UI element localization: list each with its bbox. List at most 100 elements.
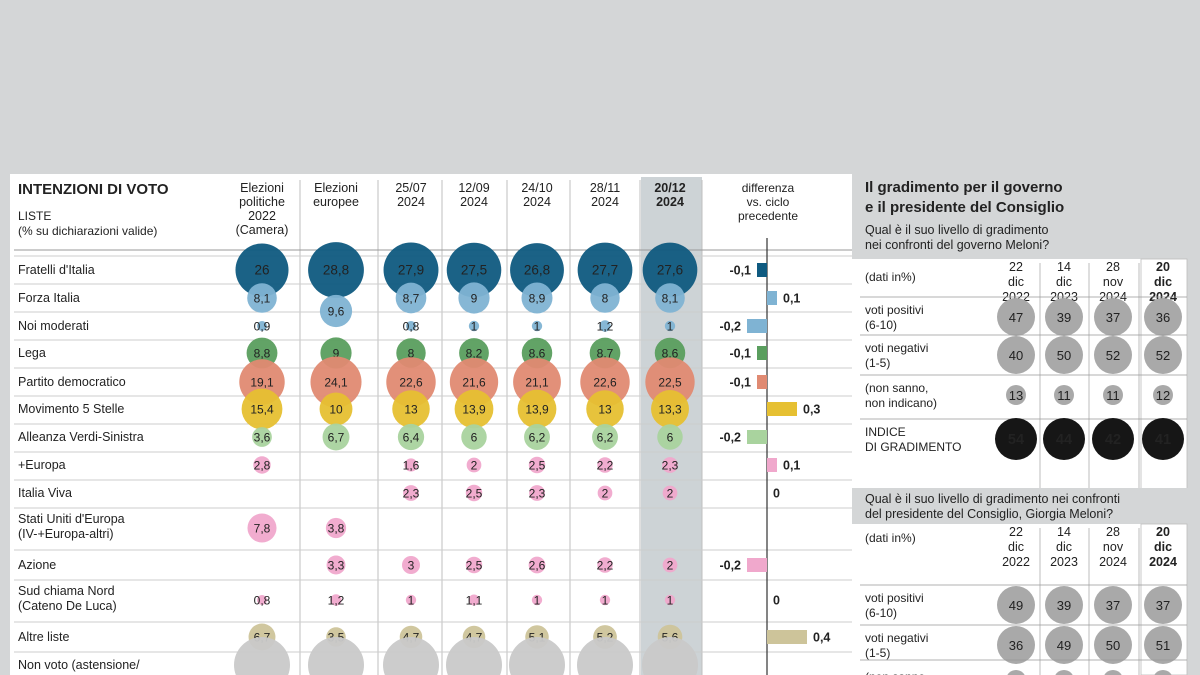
vote-value: 2,5: [466, 559, 483, 573]
vote-value: 0,9: [254, 320, 271, 334]
party-label: Sud chiama Nord: [18, 584, 115, 598]
row-label: voti positivi: [865, 303, 924, 317]
left-subtitle: (% su dichiarazioni valide): [18, 224, 157, 238]
vote-value: 3,6: [254, 431, 271, 445]
right-title: Il gradimento per il governo: [865, 179, 1063, 196]
panel-gap: [852, 488, 1200, 522]
vote-bubble: [599, 320, 611, 332]
diff-value: 0,4: [813, 631, 830, 645]
diff-value: -0,1: [729, 376, 751, 390]
vote-value: 13,9: [462, 403, 486, 417]
diff-value: -0,1: [729, 347, 751, 361]
vote-value: 22,6: [399, 376, 423, 390]
vote-bubble: [597, 457, 613, 473]
approval-value: 39: [1057, 310, 1071, 325]
vote-bubble: [528, 456, 546, 474]
vote-bubble: [454, 389, 494, 429]
vote-bubble: [308, 242, 364, 298]
vote-bubble: [577, 637, 633, 675]
diff-bar: [747, 430, 767, 444]
approval-bubble: [1092, 418, 1134, 460]
diff-value: 0,1: [783, 459, 800, 473]
diff-bar: [767, 291, 777, 305]
vote-bubble: [577, 242, 633, 298]
vote-bubble: [664, 320, 676, 332]
approval-bubble: [997, 626, 1035, 664]
diff-value: -0,2: [719, 559, 741, 573]
vote-value: 8: [408, 347, 415, 361]
column-header: 2024: [397, 195, 425, 209]
approval-bubble: [1094, 336, 1132, 374]
vote-bubble: [662, 457, 678, 473]
vote-bubble: [252, 427, 272, 447]
vote-bubble: [458, 282, 490, 314]
vote-bubble: [253, 456, 271, 474]
date-header: dic: [1008, 540, 1024, 554]
date-header: dic: [1154, 540, 1172, 554]
row-label: (6-10): [865, 606, 897, 620]
vote-value: 1: [471, 320, 478, 334]
party-label: (IV-+Europa-altri): [18, 527, 114, 541]
row-label: (6-10): [865, 318, 897, 332]
approval-bubble: [1144, 626, 1182, 664]
vote-bubble: [322, 423, 350, 451]
approval-value: 37: [1106, 598, 1120, 613]
diff-bar: [757, 346, 767, 360]
data-note: (dati in%): [865, 531, 916, 545]
approval-value: 39: [1057, 598, 1071, 613]
vote-bubble: [326, 555, 346, 575]
vote-value: 7,8: [254, 522, 271, 536]
diff-bar: [767, 630, 807, 644]
vote-bubble: [524, 424, 550, 450]
date-header: 14: [1057, 525, 1071, 539]
diff-bar: [767, 402, 797, 416]
vote-bubble: [642, 242, 698, 298]
date-header: dic: [1008, 275, 1024, 289]
question-text: del presidente del Consiglio, Giorgia Me…: [865, 507, 1113, 521]
vote-bubble: [517, 389, 557, 429]
vote-value: 22,5: [658, 376, 682, 390]
vote-bubble: [446, 242, 502, 298]
diff-bar: [757, 375, 767, 389]
vote-bubble: [531, 320, 543, 332]
vote-value: 10: [329, 403, 343, 417]
vote-bubble: [662, 485, 678, 501]
row-label: voti positivi: [865, 591, 924, 605]
approval-bubble: [1103, 385, 1123, 405]
vote-bubble: [319, 392, 353, 426]
column-header: Elezioni: [314, 181, 358, 195]
vote-bubble: [383, 637, 439, 675]
vote-bubble: [392, 390, 430, 428]
vote-bubble: [531, 594, 543, 606]
date-header: 20: [1156, 525, 1170, 539]
approval-value: 51: [1156, 638, 1170, 653]
vote-value: 6,2: [597, 431, 614, 445]
vote-value: 2,5: [466, 487, 483, 501]
vote-value: 1,1: [466, 594, 483, 608]
date-header: nov: [1103, 540, 1124, 554]
vote-bubble: [599, 594, 611, 606]
vote-value: 1,2: [597, 320, 614, 334]
approval-bubble: [1144, 298, 1182, 336]
approval-value: 36: [1156, 310, 1170, 325]
vote-bubble: [397, 423, 425, 451]
vote-value: 8,6: [529, 347, 546, 361]
vote-bubble: [234, 637, 290, 675]
approval-bubble: [1142, 418, 1184, 460]
approval-bubble: [1094, 298, 1132, 336]
column-header: 2024: [460, 195, 488, 209]
vote-bubble: [468, 320, 480, 332]
row-label: (non sanno,: [865, 381, 928, 395]
vote-bubble: [406, 321, 416, 331]
vote-bubble: [308, 637, 364, 675]
vote-bubble: [247, 283, 277, 313]
party-label: Movimento 5 Stelle: [18, 402, 124, 416]
vote-bubble: [597, 485, 613, 501]
vote-bubble: [586, 390, 624, 428]
diff-value: 0,3: [803, 403, 820, 417]
diff-header: precedente: [738, 209, 798, 223]
column-header: 20/12: [654, 181, 685, 195]
approval-bubble: [1006, 385, 1026, 405]
row-label: (1-5): [865, 356, 890, 370]
vote-value: 2,3: [662, 459, 679, 473]
